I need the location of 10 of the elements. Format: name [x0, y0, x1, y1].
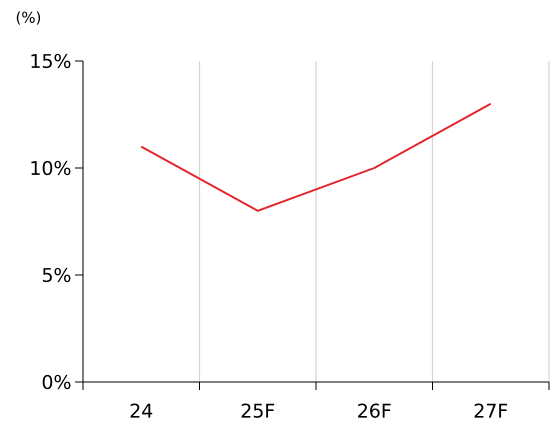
x-tick-label: 27F [474, 404, 508, 418]
line-series [140, 102, 492, 212]
y-tick-label: 5% [42, 268, 70, 282]
y-tick-label: 10% [31, 160, 70, 176]
y-axis-title: (%) [16, 11, 40, 25]
x-tick-label: 25F [242, 404, 274, 418]
y-tick-label: 0% [42, 374, 70, 390]
x-tick-label: 24 [130, 404, 152, 418]
x-tick-label: 26F [358, 404, 391, 418]
y-tick-label: 15% [31, 54, 70, 68]
